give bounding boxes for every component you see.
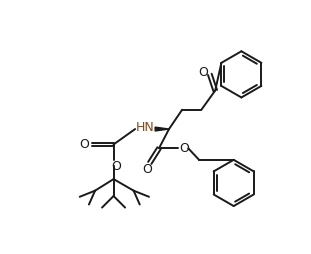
Text: O: O	[111, 160, 121, 172]
Text: O: O	[142, 163, 152, 176]
Text: O: O	[179, 142, 189, 155]
Text: HN: HN	[136, 121, 155, 134]
Text: O: O	[79, 138, 89, 151]
Polygon shape	[155, 127, 169, 131]
Text: O: O	[199, 66, 209, 79]
